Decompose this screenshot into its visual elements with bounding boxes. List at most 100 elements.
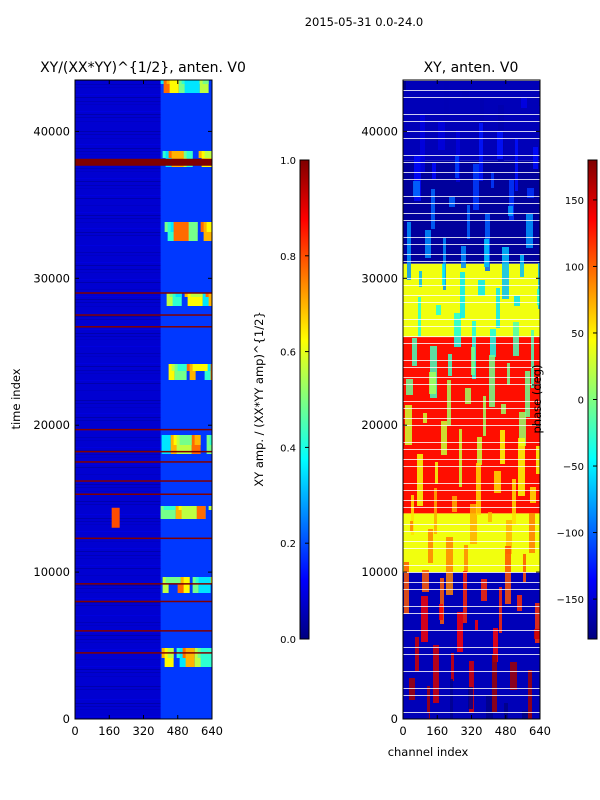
heatmap-row-texture [75,588,161,589]
phase-gap-row [403,606,540,607]
heatmap-row-texture [75,706,161,707]
heatmap-row-texture [75,602,161,603]
heatmap-row-texture [75,713,161,714]
y-tick-label: 20000 [361,418,398,432]
heatmap-row-texture [75,696,161,697]
phase-texture [526,214,533,248]
phase-texture [447,380,451,426]
heatmap-cell [210,364,212,380]
saturated-row [75,537,212,540]
heatmap-row-texture [75,430,161,431]
heatmap-cell [185,648,195,667]
heatmap-row-texture [75,262,161,263]
phase-texture [525,371,530,417]
phase-gap-row [403,425,540,426]
heatmap-band [160,80,212,719]
heatmap-cell [173,222,189,241]
heatmap-row-texture [75,198,161,199]
phase-gap-row [403,138,540,139]
heatmap-row-texture [75,222,161,223]
heatmap-row-texture [75,716,161,717]
heatmap-row-texture [75,669,161,670]
phase-texture [422,570,429,592]
phase-texture [420,114,425,172]
heatmap-row-texture [75,84,161,85]
phase-gap-row [403,278,540,279]
phase-texture [411,495,414,535]
y-tick-label: 20000 [33,418,70,432]
phase-gap-row [403,531,540,532]
x-tick-label: 320 [133,724,155,738]
amplitude-colorbar-label: XY amp. / (XX*YY amp)^{1/2} [252,311,266,486]
phase-texture [527,188,534,198]
phase-gap-row [403,114,540,115]
y-tick-label: 30000 [361,271,398,285]
heatmap-row-texture [75,541,161,542]
phase-gap-row [403,254,540,255]
x-tick-label: 640 [529,724,551,738]
heatmap-row-texture [75,629,161,630]
heatmap-row-texture [75,269,161,270]
phase-texture [477,437,482,465]
phase-texture [486,695,493,719]
phase-texture [427,686,430,719]
heatmap-row-texture [75,121,161,122]
heatmap-cell [204,151,212,158]
heatmap-cell [162,577,169,593]
heatmap-row-texture [75,565,161,566]
heatmap-row-texture [75,672,161,673]
heatmap-cell [178,80,188,93]
phase-gap-row [403,565,540,566]
phase-texture [428,529,433,563]
colorbar-tick-label: −150 [557,595,584,606]
phase-texture [467,205,470,239]
heatmap-row-texture [75,662,161,663]
right-x-axis-label: channel index [388,745,469,759]
right-title: XY, anten. V0 [424,60,519,76]
y-tick-label: 40000 [33,124,70,138]
heatmap-row-texture [75,447,161,448]
phase-gap-row [403,155,540,156]
phase-gap-row [403,408,540,409]
heatmap-row-texture [75,454,161,455]
heatmap-cell [183,577,190,593]
phase-gap-row [403,688,540,689]
phase-gap-row [403,500,540,501]
colorbar-tick-label: 0.2 [280,539,296,550]
heatmap-row-texture [75,245,161,246]
heatmap-row-texture [75,625,161,626]
phase-texture [406,379,413,395]
heatmap-cell [168,364,175,380]
phase-texture [534,629,540,639]
phase-gap-row [403,336,540,337]
colorbar-tick-label: 0 [578,396,584,407]
heatmap-row-texture [75,605,161,606]
heatmap-cell [208,293,212,306]
phase-texture [429,372,436,394]
amplitude-heatmap [75,80,212,719]
heatmap-cell [169,80,179,93]
phase-texture [455,156,459,178]
phase-gap-row [403,203,540,204]
phase-texture [492,654,497,712]
heatmap-row-texture [75,111,161,112]
heatmap-row-texture [75,551,161,552]
phase-gap-row [403,507,540,508]
heatmap-feature [111,507,120,528]
phase-texture [497,131,503,159]
phase-texture [473,164,479,210]
heatmap-row-texture [75,676,161,677]
phase-colorbar: −150 −100 −50 0 50 100 150 phase (deg) [530,159,598,640]
phase-texture [448,354,452,376]
heatmap-row-texture [75,218,161,219]
phase-texture [421,596,428,642]
phase-texture [530,487,536,503]
heatmap-row-texture [75,195,161,196]
phase-texture [417,454,423,506]
phase-texture [522,711,528,719]
heatmap-row-texture [75,413,161,414]
heatmap-cell [181,506,197,519]
x-tick-label: 0 [399,724,406,738]
phase-panel: XY, anten. V0 0 160 320 480 640 0 10000 20000 3… [361,60,551,759]
